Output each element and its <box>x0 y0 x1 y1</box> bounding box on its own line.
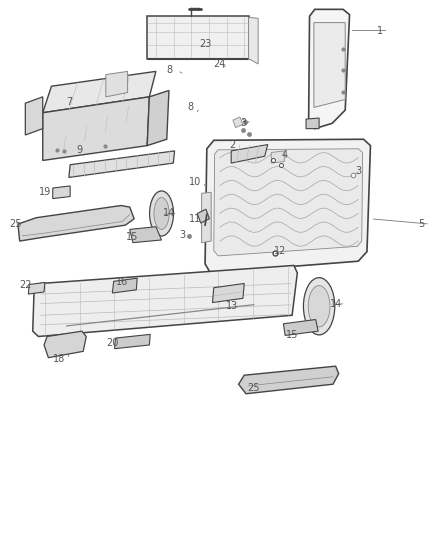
Text: 12: 12 <box>274 246 286 256</box>
Polygon shape <box>147 91 169 146</box>
Text: 20: 20 <box>106 338 119 349</box>
Polygon shape <box>212 284 244 303</box>
Ellipse shape <box>304 278 335 335</box>
Polygon shape <box>115 334 150 349</box>
Polygon shape <box>201 192 211 243</box>
Polygon shape <box>18 206 134 241</box>
Polygon shape <box>231 144 268 163</box>
Ellipse shape <box>154 198 169 229</box>
Text: 18: 18 <box>53 354 65 364</box>
Polygon shape <box>239 366 339 394</box>
Text: 3: 3 <box>179 230 185 240</box>
Text: 19: 19 <box>39 187 51 197</box>
Text: 11: 11 <box>189 214 201 224</box>
Polygon shape <box>314 22 345 108</box>
Text: 4: 4 <box>281 150 287 160</box>
Text: 7: 7 <box>66 97 72 107</box>
Polygon shape <box>43 97 149 160</box>
Polygon shape <box>214 149 363 256</box>
Text: 14: 14 <box>163 208 175 219</box>
Polygon shape <box>197 209 209 223</box>
Polygon shape <box>44 331 86 358</box>
Polygon shape <box>233 117 243 127</box>
Polygon shape <box>28 282 45 294</box>
Polygon shape <box>205 139 371 273</box>
Text: 3: 3 <box>240 118 246 128</box>
Polygon shape <box>69 151 175 177</box>
Text: 3: 3 <box>355 166 361 176</box>
Text: 15: 15 <box>286 330 298 341</box>
Polygon shape <box>106 71 127 97</box>
Text: 23: 23 <box>199 39 211 49</box>
Polygon shape <box>249 17 258 64</box>
Text: 15: 15 <box>126 232 138 243</box>
Polygon shape <box>283 319 318 335</box>
Text: 8: 8 <box>187 102 194 112</box>
Text: 14: 14 <box>330 298 343 309</box>
Text: 9: 9 <box>77 145 83 155</box>
Polygon shape <box>43 71 156 113</box>
Text: 10: 10 <box>189 176 201 187</box>
Text: 5: 5 <box>418 219 424 229</box>
Text: 1: 1 <box>377 26 383 36</box>
Polygon shape <box>113 278 137 293</box>
Text: 22: 22 <box>19 280 32 290</box>
Polygon shape <box>130 227 162 243</box>
Text: 25: 25 <box>9 219 21 229</box>
Polygon shape <box>147 16 250 59</box>
Polygon shape <box>33 265 297 336</box>
Text: 2: 2 <box>229 140 235 150</box>
Text: 25: 25 <box>247 383 260 393</box>
Polygon shape <box>309 10 350 128</box>
Text: 24: 24 <box>213 59 225 69</box>
Polygon shape <box>25 97 43 135</box>
Text: 16: 16 <box>116 277 128 287</box>
Text: 8: 8 <box>166 66 172 75</box>
Polygon shape <box>53 186 70 199</box>
Polygon shape <box>271 151 284 163</box>
Text: 13: 13 <box>226 301 238 311</box>
Ellipse shape <box>308 286 330 327</box>
Polygon shape <box>306 118 319 128</box>
Ellipse shape <box>150 191 173 236</box>
